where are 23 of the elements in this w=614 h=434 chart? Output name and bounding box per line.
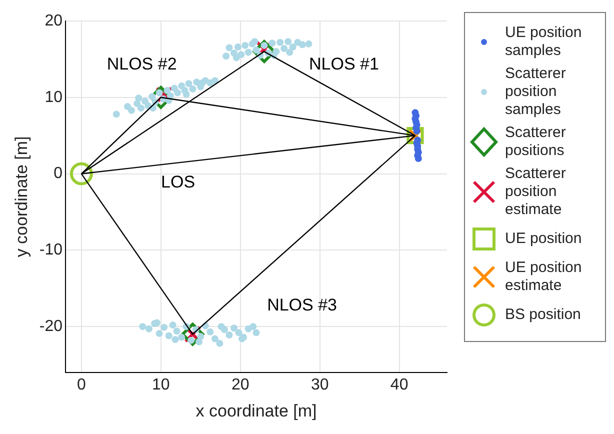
annotation: NLOS #3 <box>267 295 338 314</box>
legend-label: Scatterer position estimate <box>505 165 567 219</box>
legend-label: BS position <box>505 306 581 324</box>
y-tick-label: -20 <box>39 318 63 335</box>
y-tick-label: -10 <box>39 242 63 259</box>
annotation: LOS <box>161 172 196 192</box>
x-tick-label: 30 <box>310 376 329 394</box>
legend-label: Scatterer positions <box>505 124 567 160</box>
x-tick-label: 0 <box>76 376 86 394</box>
y-axis-title: y coordinate [m] <box>12 136 31 258</box>
annotation: NLOS #2 <box>106 54 177 74</box>
x-tick-label: 40 <box>390 376 408 394</box>
x-tick-label: 20 <box>231 376 250 394</box>
legend-label: Scatterer position samples <box>505 65 567 119</box>
legend-label: UE position <box>505 230 582 248</box>
y-tick-label: 0 <box>54 165 63 182</box>
annotation: NLOS #1 <box>309 54 379 74</box>
x-axis-title: x coordinate [m] <box>196 401 317 420</box>
x-tick-label: 10 <box>152 376 170 394</box>
y-tick-label: 10 <box>44 88 63 106</box>
legend-label: UE position estimate <box>505 259 583 295</box>
legend-label: UE position samples <box>505 24 583 60</box>
y-tick-label: 20 <box>44 12 63 30</box>
